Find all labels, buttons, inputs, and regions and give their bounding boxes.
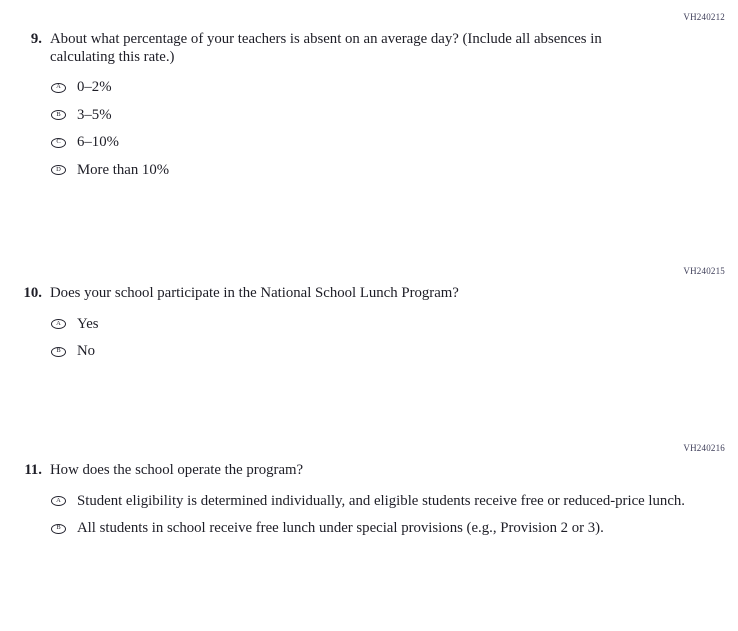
option-label: 3–5%	[77, 106, 112, 123]
option-label: No	[77, 343, 96, 359]
question-block-11: VH240216 11. How does the school operate…	[0, 443, 738, 548]
question-row: 10. Does your school participate in the …	[0, 285, 738, 303]
option-row: A Student eligibility is determined indi…	[51, 493, 738, 511]
answer-bubble-b[interactable]: B	[51, 110, 66, 120]
option-row: B No	[51, 343, 738, 361]
option-label: Yes	[77, 315, 99, 332]
answer-bubble-a[interactable]: A	[51, 82, 66, 93]
option-label: 0–2%	[77, 79, 112, 95]
option-label: Student eligibility is determined indivi…	[77, 492, 685, 509]
options-list: A 0–2% B 3–5% C 6–10% D More than 10%	[51, 79, 738, 179]
option-row: B 3–5%	[51, 107, 738, 125]
item-code: VH240216	[683, 443, 725, 453]
option-label: More than 10%	[77, 161, 170, 178]
question-text: About what percentage of your teachers i…	[50, 31, 602, 65]
option-label: 6–10%	[77, 134, 119, 150]
question-block-9: VH240212 9. About what percentage of you…	[0, 12, 738, 189]
question-number: 11.	[24, 462, 42, 478]
option-row: B All students in school receive free lu…	[51, 520, 738, 538]
options-list: A Student eligibility is determined indi…	[51, 493, 738, 538]
options-list: A Yes B No	[51, 316, 738, 361]
option-row: A 0–2%	[51, 79, 738, 97]
question-block-10: VH240215 10. Does your school participat…	[0, 266, 738, 371]
answer-bubble-b[interactable]: B	[51, 523, 66, 534]
item-code: VH240215	[683, 266, 725, 276]
answer-bubble-a[interactable]: A	[51, 319, 66, 329]
item-code: VH240212	[683, 12, 725, 22]
answer-bubble-c[interactable]: C	[51, 137, 66, 148]
question-text: Does your school participate in the Nati…	[50, 285, 459, 301]
question-row: 9. About what percentage of your teacher…	[0, 31, 738, 66]
option-row: C 6–10%	[51, 134, 738, 152]
question-row: 11. How does the school operate the prog…	[0, 462, 738, 480]
question-number: 9.	[30, 31, 42, 47]
answer-bubble-d[interactable]: D	[51, 165, 66, 175]
option-label: All students in school receive free lunc…	[77, 520, 604, 536]
answer-bubble-a[interactable]: A	[51, 496, 66, 506]
answer-bubble-b[interactable]: B	[51, 346, 66, 357]
option-row: D More than 10%	[51, 162, 738, 180]
question-text: How does the school operate the program?	[50, 462, 304, 478]
question-number: 10.	[23, 285, 43, 301]
option-row: A Yes	[51, 316, 738, 334]
